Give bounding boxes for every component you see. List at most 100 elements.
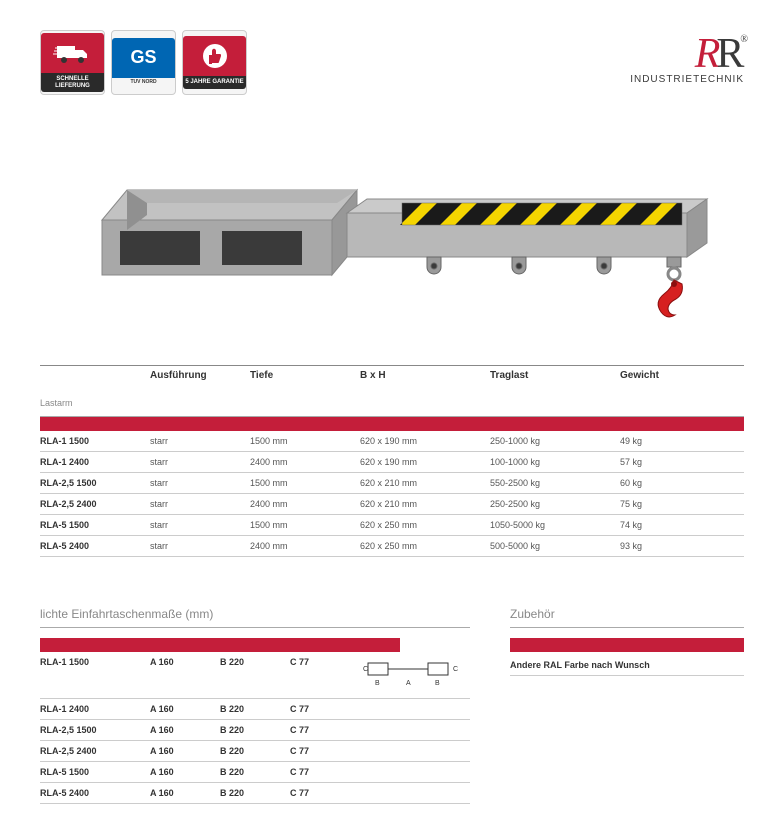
cell-model: RLA-2,5 2400 bbox=[40, 499, 150, 509]
cell-c: C 77 bbox=[290, 767, 350, 777]
cell-b: B 220 bbox=[220, 704, 290, 714]
cell-c: C 77 bbox=[290, 746, 350, 756]
badge-gs: GS TUV NORD bbox=[111, 30, 176, 95]
product-illustration bbox=[72, 135, 712, 345]
cell-c: C 77 bbox=[290, 725, 350, 735]
cell-traglast: 250-1000 kg bbox=[490, 436, 620, 446]
spec-table-header: Lastarm Ausführung Tiefe B x H Traglast … bbox=[40, 365, 744, 417]
cell-ausf: starr bbox=[150, 478, 250, 488]
cell-ausf: starr bbox=[150, 499, 250, 509]
cell-model: RLA-1 2400 bbox=[40, 457, 150, 467]
cell-a: A 160 bbox=[150, 725, 220, 735]
cell-ausf: starr bbox=[150, 541, 250, 551]
spec-table: Lastarm Ausführung Tiefe B x H Traglast … bbox=[40, 365, 744, 557]
gs-text: GS bbox=[130, 47, 156, 68]
cell-a: A 160 bbox=[150, 746, 220, 756]
badges: SCHNELLE LIEFERUNG GS TUV NORD 5 JAHRE G… bbox=[40, 30, 247, 95]
table-row: RLA-2,5 2400starr2400 mm620 x 210 mm250-… bbox=[40, 494, 744, 515]
table-row: RLA-5 1500A 160B 220C 77 bbox=[40, 762, 470, 783]
cell-a: A 160 bbox=[150, 657, 220, 667]
cell-model: RLA-2,5 2400 bbox=[40, 746, 150, 756]
table-row: RLA-5 1500starr1500 mm620 x 250 mm1050-5… bbox=[40, 515, 744, 536]
cell-bxh: 620 x 210 mm bbox=[360, 478, 490, 488]
svg-text:B: B bbox=[375, 680, 380, 687]
cell-gewicht: 74 kg bbox=[620, 520, 740, 530]
cell-model: RLA-1 1500 bbox=[40, 657, 150, 667]
cell-model: RLA-2,5 1500 bbox=[40, 725, 150, 735]
red-separator bbox=[510, 638, 744, 652]
registered-mark: ® bbox=[740, 34, 744, 45]
table-row: RLA-2,5 1500starr1500 mm620 x 210 mm550-… bbox=[40, 473, 744, 494]
cell-model: RLA-5 2400 bbox=[40, 788, 150, 798]
cell-tiefe: 2400 mm bbox=[250, 457, 360, 467]
cell-model: RLA-1 2400 bbox=[40, 704, 150, 714]
col-tiefe: Tiefe bbox=[250, 370, 360, 408]
pocket-title: lichte Einfahrtaschenmaße (mm) bbox=[40, 607, 470, 628]
cell-bxh: 620 x 250 mm bbox=[360, 520, 490, 530]
cell-model: RLA-1 1500 bbox=[40, 436, 150, 446]
top-row: SCHNELLE LIEFERUNG GS TUV NORD 5 JAHRE G… bbox=[40, 30, 744, 95]
badge-label: TUV NORD bbox=[128, 78, 158, 88]
badge-label: SCHNELLE LIEFERUNG bbox=[41, 73, 104, 92]
cell-tiefe: 1500 mm bbox=[250, 478, 360, 488]
cell-gewicht: 75 kg bbox=[620, 499, 740, 509]
cell-traglast: 1050-5000 kg bbox=[490, 520, 620, 530]
gs-icon: GS bbox=[112, 38, 175, 78]
cell-b: B 220 bbox=[220, 746, 290, 756]
table-row: RLA-5 2400starr2400 mm620 x 250 mm500-50… bbox=[40, 536, 744, 557]
cell-gewicht: 93 kg bbox=[620, 541, 740, 551]
badge-schnelle-lieferung: SCHNELLE LIEFERUNG bbox=[40, 30, 105, 95]
cell-bxh: 620 x 190 mm bbox=[360, 436, 490, 446]
table-row: RLA-1 2400A 160B 220C 77 bbox=[40, 699, 470, 720]
cell-bxh: 620 x 190 mm bbox=[360, 457, 490, 467]
table-row: RLA-2,5 1500A 160B 220C 77 bbox=[40, 720, 470, 741]
cell-bxh: 620 x 210 mm bbox=[360, 499, 490, 509]
svg-text:A: A bbox=[406, 680, 411, 687]
cell-tiefe: 2400 mm bbox=[250, 541, 360, 551]
col-gewicht: Gewicht bbox=[620, 370, 740, 408]
col-traglast: Traglast bbox=[490, 370, 620, 408]
logo-rr: RR® bbox=[630, 30, 744, 78]
col-bxh: B x H bbox=[360, 370, 490, 408]
cell-c: C 77 bbox=[290, 788, 350, 798]
cell-c: C 77 bbox=[290, 657, 350, 667]
table-row: RLA-2,5 2400A 160B 220C 77 bbox=[40, 741, 470, 762]
cell-traglast: 500-5000 kg bbox=[490, 541, 620, 551]
table-row: RLA-1 2400starr2400 mm620 x 190 mm100-10… bbox=[40, 452, 744, 473]
pocket-table: lichte Einfahrtaschenmaße (mm) RLA-1 150… bbox=[40, 607, 470, 804]
table-row: RLA-5 2400A 160B 220C 77 bbox=[40, 783, 470, 804]
red-separator bbox=[40, 417, 744, 431]
badge-garantie: 5 JAHRE GARANTIE bbox=[182, 30, 247, 95]
zubehor-panel: Zubehör Andere RAL Farbe nach Wunsch bbox=[510, 607, 744, 804]
cell-b: B 220 bbox=[220, 657, 290, 667]
table-row: RLA-1 1500A 160B 220C 77CCBAB bbox=[40, 652, 470, 699]
cell-ausf: starr bbox=[150, 520, 250, 530]
col-ausfuhrung: Ausführung bbox=[150, 370, 250, 408]
brand-logo: RR® INDUSTRIETECHNIK bbox=[630, 30, 744, 85]
cell-a: A 160 bbox=[150, 704, 220, 714]
thumb-icon bbox=[183, 36, 246, 76]
table-row: RLA-1 1500starr1500 mm620 x 190 mm250-10… bbox=[40, 431, 744, 452]
cell-gewicht: 60 kg bbox=[620, 478, 740, 488]
bottom-section: lichte Einfahrtaschenmaße (mm) RLA-1 150… bbox=[40, 607, 744, 804]
category-label: Lastarm bbox=[40, 384, 150, 408]
cell-tiefe: 1500 mm bbox=[250, 436, 360, 446]
red-separator bbox=[40, 638, 400, 652]
cell-bxh: 620 x 250 mm bbox=[360, 541, 490, 551]
cell-tiefe: 2400 mm bbox=[250, 499, 360, 509]
zubehor-text: Andere RAL Farbe nach Wunsch bbox=[510, 652, 744, 676]
pocket-diagram: CCBAB bbox=[350, 657, 470, 693]
cell-tiefe: 1500 mm bbox=[250, 520, 360, 530]
cell-ausf: starr bbox=[150, 457, 250, 467]
cell-ausf: starr bbox=[150, 436, 250, 446]
cell-model: RLA-5 2400 bbox=[40, 541, 150, 551]
cell-gewicht: 49 kg bbox=[620, 436, 740, 446]
svg-text:B: B bbox=[435, 680, 440, 687]
svg-text:C: C bbox=[363, 666, 368, 673]
cell-model: RLA-5 1500 bbox=[40, 520, 150, 530]
zubehor-title: Zubehör bbox=[510, 607, 744, 628]
cell-a: A 160 bbox=[150, 788, 220, 798]
cell-traglast: 100-1000 kg bbox=[490, 457, 620, 467]
svg-text:C: C bbox=[453, 666, 458, 673]
cell-model: RLA-2,5 1500 bbox=[40, 478, 150, 488]
